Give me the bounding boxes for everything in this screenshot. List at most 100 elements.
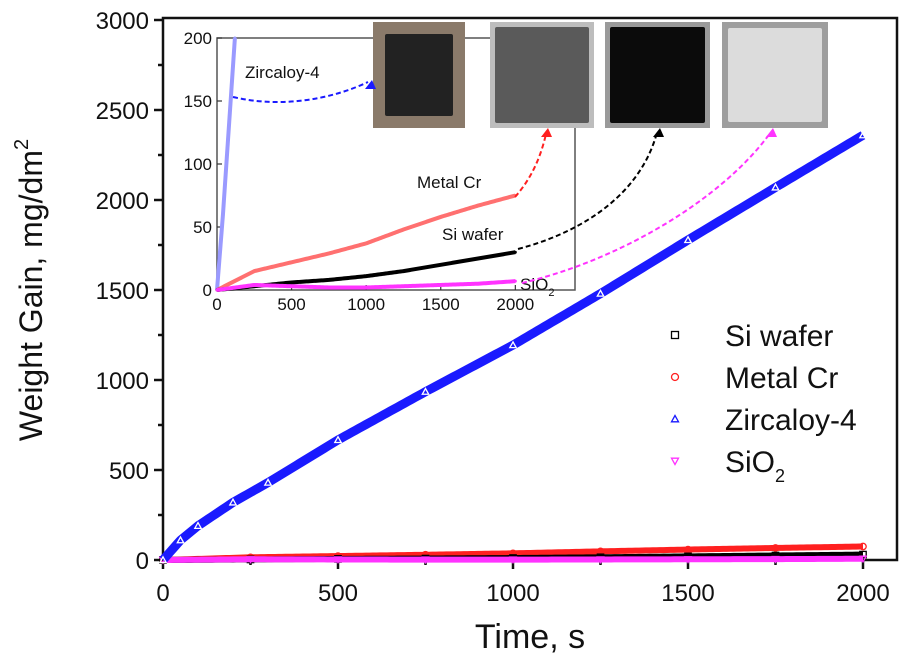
data-point — [859, 550, 867, 559]
inset-data-point — [230, 80, 234, 84]
inset-data-point — [439, 215, 443, 219]
data-point — [771, 555, 780, 564]
x-tick-label: 1000 — [486, 580, 539, 607]
data-point — [176, 535, 185, 544]
data-point — [596, 289, 605, 297]
inset-data-point — [401, 284, 405, 288]
inset-annotation-text: Si wafer — [442, 225, 504, 244]
sample-photo-surface — [385, 34, 453, 116]
sample-photo-1 — [373, 22, 465, 128]
inset-data-point — [221, 212, 225, 216]
data-point — [859, 542, 867, 551]
sample-photo-surface — [728, 28, 822, 122]
legend-label-text: SiO — [725, 446, 775, 479]
annotation-arrow — [521, 128, 777, 284]
y-tick-label: 3000 — [96, 8, 149, 35]
series-line — [159, 131, 866, 563]
y-tick-label: 1500 — [96, 278, 149, 305]
data-point — [333, 556, 343, 564]
inset-data-point — [233, 36, 237, 40]
inset-data-point — [252, 269, 256, 273]
legend-item: Zircaloy-4 — [670, 404, 857, 437]
arrow-line — [517, 135, 657, 250]
data-point — [858, 555, 868, 564]
annotation-arrow — [232, 80, 376, 103]
sample-photo-surface — [495, 27, 589, 123]
data-point — [683, 235, 693, 244]
y-axis-label: Weight Gain, mg/dm2 — [11, 139, 49, 441]
inset-data-point — [290, 280, 294, 284]
inset-y-tick-label: 200 — [184, 29, 212, 48]
inset-annotation: Metal Cr — [417, 173, 482, 192]
inset-data-point — [227, 124, 231, 128]
series-line — [162, 555, 864, 563]
legend-label-text: Si wafer — [725, 320, 833, 353]
data-point — [858, 130, 868, 139]
inset-data-point — [401, 269, 405, 273]
inset-annotation-text: SiO — [520, 275, 548, 294]
legend-marker — [670, 330, 680, 340]
legend-label-subscript: 2 — [775, 466, 785, 486]
data-point — [596, 556, 605, 564]
inset-x-tick-label: 2000 — [496, 295, 534, 314]
series-sio — [158, 555, 868, 565]
arrow-head-icon — [766, 128, 777, 137]
inset-data-point — [513, 250, 517, 254]
inset-annotation-text: Zircaloy-4 — [245, 63, 320, 82]
inset-y-tick-label: 0 — [203, 281, 212, 300]
data-point — [421, 556, 430, 565]
data-point — [193, 521, 203, 530]
inset-data-point — [476, 282, 480, 286]
annotation-arrow — [514, 128, 552, 198]
inset-data-point — [218, 250, 222, 254]
data-point — [228, 497, 238, 506]
legend-label-text: Metal Cr — [725, 362, 838, 395]
data-point — [771, 182, 780, 191]
inset-data-point — [364, 274, 368, 278]
arrow-head-icon — [365, 80, 376, 89]
inset-annotation: Zircaloy-4 — [245, 63, 320, 82]
inset-data-point — [439, 263, 443, 267]
legend-label: Metal Cr — [725, 362, 838, 395]
inset-data-point — [327, 278, 331, 282]
legend-marker — [670, 457, 680, 466]
inset-y-tick-label: 150 — [184, 92, 212, 111]
y-tick-label: 2000 — [96, 188, 149, 215]
inset-data-point — [290, 260, 294, 264]
sample-photo-4 — [722, 22, 828, 128]
legend-item: Si wafer — [670, 320, 833, 353]
annotation-arrow — [517, 128, 664, 250]
legend-marker — [670, 414, 680, 423]
arrow-line — [521, 135, 769, 284]
inset-annotation-text: Metal Cr — [417, 173, 482, 192]
legend-label: Zircaloy-4 — [725, 404, 857, 437]
inset-x-tick-label: 1500 — [422, 295, 460, 314]
data-point — [421, 387, 430, 395]
data-point — [333, 435, 343, 444]
legend-item: Metal Cr — [670, 362, 838, 395]
y-tick-label: 1000 — [96, 368, 149, 395]
y-axis-label-superscript: 2 — [11, 139, 33, 150]
sample-photo-2 — [490, 22, 594, 128]
inset-plot: 0 500 1000 1500 2000 0 50 100 150 200 Zircaloy-4 Me… — [184, 22, 828, 314]
arrow-head-icon — [653, 128, 664, 137]
y-axis-label-text: Weight Gain, mg/dm — [13, 150, 49, 441]
data-point — [771, 544, 780, 552]
inset-data-point — [476, 204, 480, 208]
inset-data-point — [327, 285, 331, 289]
inset-data-point — [364, 241, 368, 245]
legend-label: Si wafer — [725, 320, 833, 353]
inset-data-point — [224, 168, 228, 172]
sample-photo-surface — [610, 27, 705, 123]
inset-y-tick-label: 100 — [184, 155, 212, 174]
sample-photo-3 — [605, 22, 710, 128]
inset-data-point — [476, 257, 480, 260]
inset-y-tick-label: 50 — [193, 218, 212, 237]
data-point — [246, 556, 255, 564]
inset-x-tick-label: 0 — [212, 295, 221, 314]
x-tick-label: 2000 — [836, 580, 889, 607]
arrow-line — [232, 81, 369, 103]
inset-data-point — [364, 285, 368, 289]
